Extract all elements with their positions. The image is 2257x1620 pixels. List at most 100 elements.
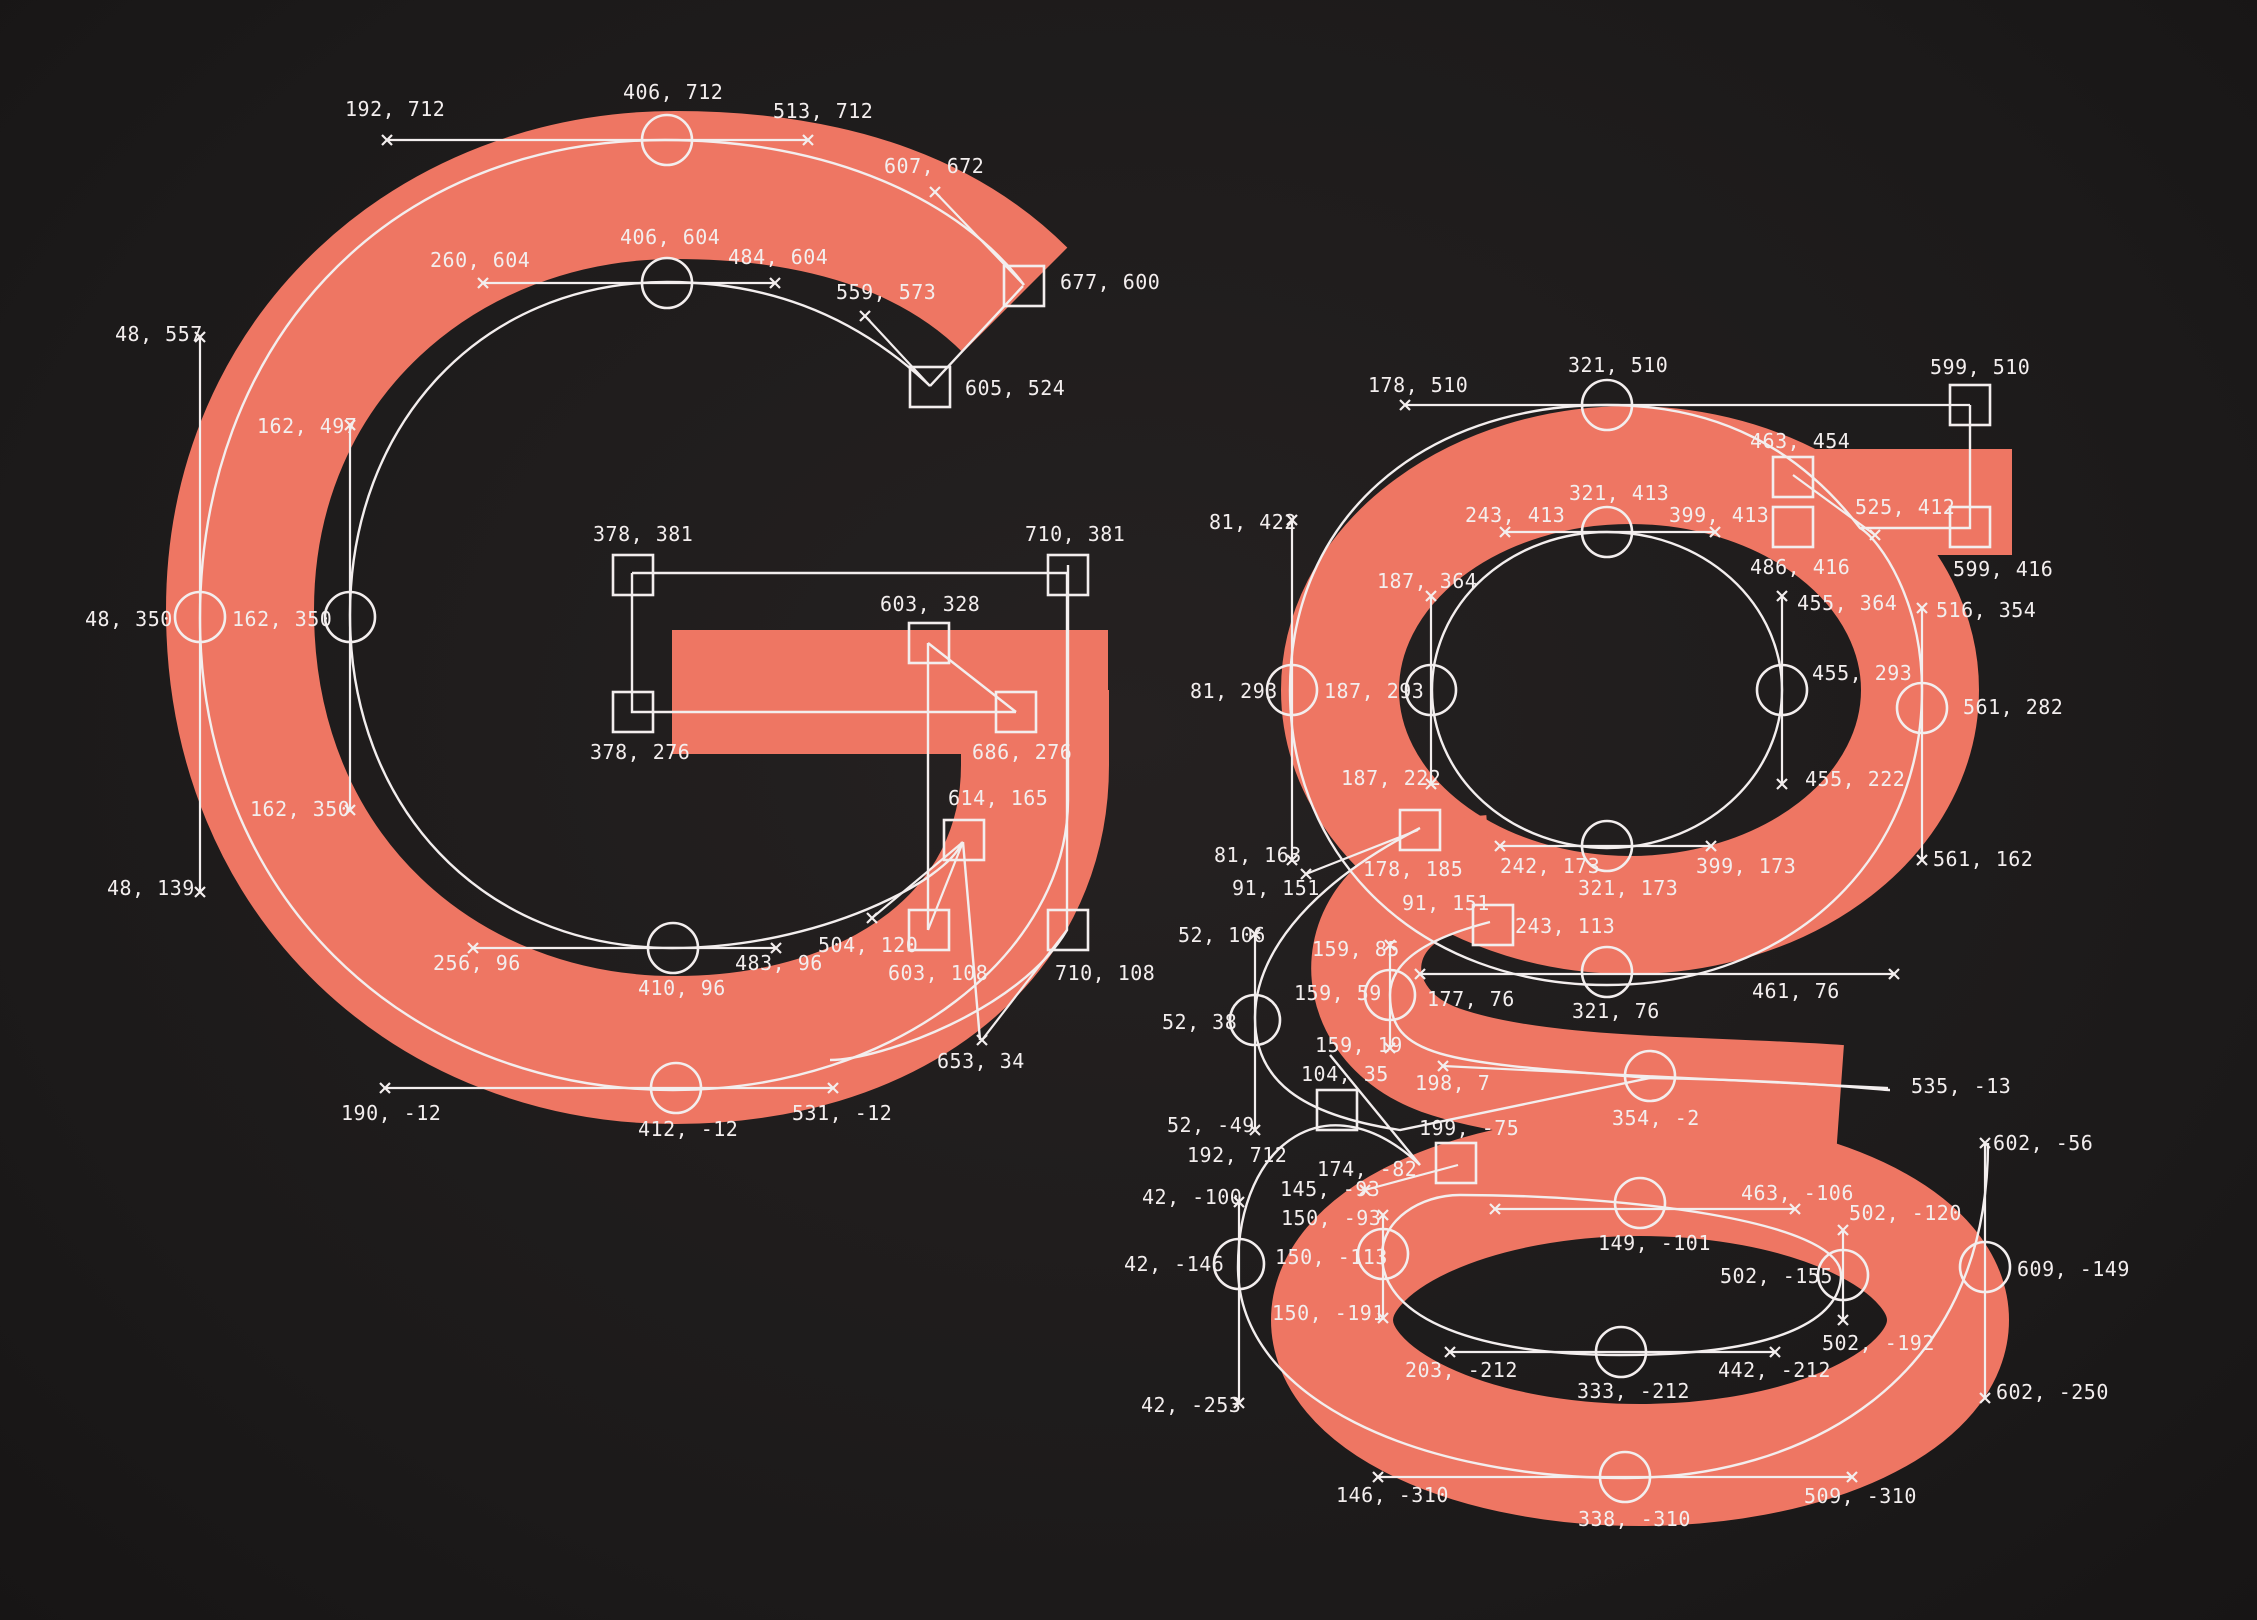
handle-endpoint-x	[1372, 1471, 1384, 1483]
handle-lines	[198, 138, 1987, 1479]
coord-label: 535, -13	[1911, 1074, 2011, 1098]
coord-label: 162, 350	[232, 607, 332, 631]
coord-label: 410, 96	[638, 976, 726, 1000]
node-circles	[173, 113, 2012, 1504]
handle-endpoint-x	[344, 804, 356, 816]
glyph-g-bowl	[165, 110, 1109, 1125]
coord-label: 484, 604	[728, 245, 828, 269]
handle-endpoint-x	[1979, 1137, 1991, 1149]
coord-label: 599, 510	[1930, 355, 2030, 379]
handle-endpoint-x	[1233, 1196, 1245, 1208]
coord-label: 399, 173	[1696, 854, 1796, 878]
coord-label: 150, -93	[1281, 1206, 1381, 1230]
coord-label: 354, -2	[1612, 1106, 1700, 1130]
coord-label: 602, -250	[1996, 1380, 2109, 1404]
coord-label: 502, -120	[1849, 1201, 1962, 1225]
coord-label: 48, 557	[115, 322, 203, 346]
coord-label: 599, 416	[1953, 557, 2053, 581]
glyph-g-lower-loop	[1271, 1114, 2009, 1526]
handle-endpoint-x	[1869, 529, 1881, 541]
coord-label: 150, -113	[1275, 1245, 1388, 1269]
coord-label: 42, -100	[1142, 1185, 1242, 1209]
coord-label: 203, -212	[1405, 1358, 1518, 1382]
coord-label: 159, 59	[1294, 981, 1382, 1005]
coord-label: 48, 350	[85, 607, 173, 631]
coord-label: 149, -101	[1598, 1231, 1711, 1255]
coord-label: 483, 96	[735, 951, 823, 975]
coordinate-labels: 192, 712 406, 712 513, 712 607, 672 677,…	[85, 80, 2130, 1531]
handle-endpoint-x	[467, 942, 479, 954]
handle-endpoint-x	[1377, 1312, 1389, 1324]
coord-label: 602, -56	[1993, 1131, 2093, 1155]
coord-label: 52, 38	[1162, 1010, 1237, 1034]
handle-endpoint-x	[1425, 778, 1437, 790]
handle-endpoint-x	[1414, 968, 1426, 980]
coord-label: 187, 293	[1324, 679, 1424, 703]
coord-label: 81, 293	[1190, 679, 1278, 703]
handle-endpoint-x	[1979, 1392, 1991, 1404]
coord-label: 150, -191	[1272, 1301, 1385, 1325]
coord-label: 463, 454	[1750, 429, 1850, 453]
handle-endpoint-x	[770, 942, 782, 954]
coord-label: 42, -146	[1124, 1252, 1224, 1276]
handle-endpoint-x	[1888, 968, 1900, 980]
handle-endpoint-x	[1399, 399, 1411, 411]
coord-label: 406, 712	[623, 80, 723, 104]
handle-endpoint-x	[1489, 1203, 1501, 1215]
coord-label: 455, 364	[1797, 591, 1897, 615]
coord-label: 178, 185	[1363, 857, 1463, 881]
coord-label: 603, 328	[880, 592, 980, 616]
handle-endpoint-x	[1494, 840, 1506, 852]
coord-label: 199, -75	[1419, 1116, 1519, 1140]
coord-label: 399, 413	[1669, 503, 1769, 527]
coord-label: 190, -12	[341, 1101, 441, 1125]
coord-label: 531, -12	[792, 1101, 892, 1125]
coord-label: 333, -212	[1577, 1379, 1690, 1403]
handle-endpoint-x	[1776, 590, 1788, 602]
coord-label: 52, -49	[1167, 1113, 1255, 1137]
handle-endpoint-x	[1286, 514, 1298, 526]
handle-endpoint-x	[477, 277, 489, 289]
coord-label: 174, -82	[1317, 1157, 1417, 1181]
coord-label: 442, -212	[1718, 1358, 1831, 1382]
coord-label: 145, -93	[1280, 1177, 1380, 1201]
handle-endpoint-x	[1425, 590, 1437, 602]
handle-endpoint-x	[929, 186, 941, 198]
coord-label: 605, 524	[965, 376, 1065, 400]
coord-label: 502, -192	[1822, 1331, 1935, 1355]
coord-label: 162, 497	[257, 414, 357, 438]
glyph-lowercase-g	[1271, 406, 2012, 1526]
coord-label: 321, 173	[1578, 876, 1678, 900]
coord-label: 177, 76	[1427, 987, 1515, 1011]
coord-label: 81, 422	[1209, 510, 1297, 534]
coord-label: 561, 162	[1933, 847, 2033, 871]
coord-label: 609, -149	[2017, 1257, 2130, 1281]
handle-endpoint-x	[1837, 1224, 1849, 1236]
handle-endpoint-x	[866, 912, 878, 924]
coord-label: 607, 672	[884, 154, 984, 178]
coord-label: 461, 76	[1752, 979, 1840, 1003]
glyph-g-upper-bowl	[1281, 406, 1979, 974]
handle-endpoint-x	[1359, 1184, 1371, 1196]
coord-label: 321, 510	[1568, 353, 1668, 377]
coord-label: 146, -310	[1336, 1483, 1449, 1507]
coord-label: 502, -155	[1720, 1264, 1833, 1288]
coord-label: 406, 604	[620, 225, 720, 249]
coord-label: 321, 76	[1572, 999, 1660, 1023]
coord-label: 159, 85	[1312, 937, 1400, 961]
coord-label: 187, 364	[1377, 569, 1477, 593]
node-squares	[611, 264, 1992, 1185]
coord-label: 48, 139	[107, 876, 195, 900]
coord-label: 159, 19	[1315, 1033, 1403, 1057]
coord-label: 91, 151	[1402, 891, 1490, 915]
coord-label: 561, 282	[1963, 695, 2063, 719]
handle-endpoint-x	[1377, 1209, 1389, 1221]
coord-label: 513, 712	[773, 99, 873, 123]
handle-endpoints	[194, 134, 1991, 1483]
coord-label: 710, 108	[1055, 961, 1155, 985]
handle-endpoint-x	[344, 419, 356, 431]
coord-label: 653, 34	[937, 1049, 1025, 1073]
handle-endpoint-x	[827, 1082, 839, 1094]
